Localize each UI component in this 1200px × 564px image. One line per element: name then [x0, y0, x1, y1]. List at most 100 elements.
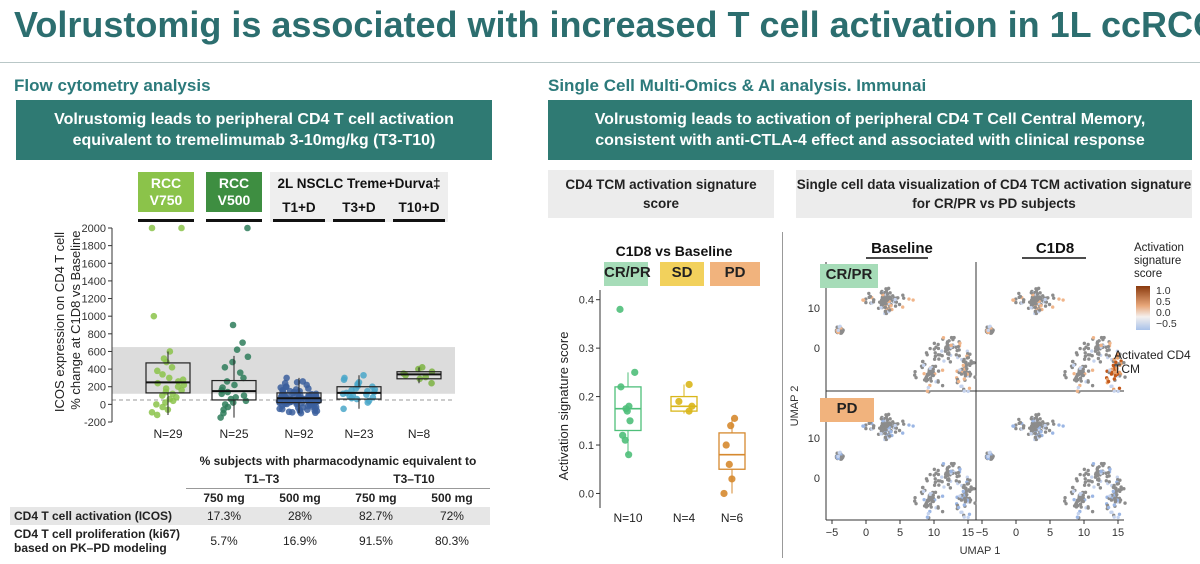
data-point — [159, 371, 166, 378]
umap-cell — [1087, 357, 1091, 361]
umap-cell — [1117, 512, 1122, 516]
umap-cell — [883, 431, 888, 436]
umap-cell — [1115, 482, 1120, 486]
data-point — [728, 475, 736, 483]
pill-crpr: CR/PR — [604, 262, 651, 286]
umap-cell — [936, 369, 941, 373]
umap-cell — [1082, 467, 1087, 472]
umap-cell — [940, 368, 945, 372]
umap-cell — [1108, 368, 1112, 372]
umap-cell — [936, 506, 940, 510]
umap-cell — [1098, 360, 1103, 364]
umap-cell — [1104, 479, 1109, 483]
umap-cell — [926, 511, 931, 516]
umap-cell — [1117, 488, 1121, 492]
umap-cell — [966, 389, 970, 394]
umap-cell — [907, 423, 911, 427]
y-axis-label-line: % change at C1D8 vs Baseline — [68, 231, 83, 414]
umap-cell — [884, 302, 888, 306]
umap-cell — [1039, 430, 1043, 434]
umap-cell — [973, 501, 977, 505]
umap-cell — [1086, 369, 1091, 373]
umap-cell — [940, 349, 944, 353]
umap-cell — [958, 368, 962, 372]
umap-cell — [1034, 413, 1038, 417]
umap-cell — [897, 302, 902, 307]
activation-box-chart: C1D8 vs Baseline 0.0 0.1 0.2 0.3 0.4 Activatio… — [556, 243, 746, 524]
umap-cell — [952, 461, 956, 466]
umap-cell — [1038, 434, 1042, 438]
umap-cell — [1057, 297, 1061, 301]
umap-cell — [932, 357, 937, 361]
umap-cell — [1029, 290, 1034, 295]
umap-cell — [932, 483, 937, 487]
y-tick-label: 0.4 — [579, 295, 594, 307]
x-tick-label: 10 — [928, 527, 940, 539]
umap-cell — [1029, 298, 1034, 302]
umap-cell — [921, 363, 926, 368]
umap-cell — [1074, 376, 1078, 380]
umap-cell — [931, 369, 935, 374]
umap-cell — [942, 485, 946, 489]
data-point — [240, 374, 247, 382]
umap-cell — [861, 424, 866, 428]
umap-cell — [924, 477, 929, 481]
umap-cell — [936, 380, 940, 384]
umap-cell — [925, 389, 930, 393]
umap-cell — [1078, 502, 1083, 506]
umap-cell — [1061, 424, 1065, 428]
umap-cell — [1122, 360, 1126, 365]
umap-cell — [861, 298, 866, 302]
umap-cell — [1034, 287, 1038, 291]
y-tick-label: 0 — [814, 473, 820, 485]
umap-cell — [1115, 349, 1120, 353]
umap-cell — [1122, 486, 1126, 491]
umap-cell — [1076, 511, 1081, 516]
table-dose: 750 mg — [203, 491, 245, 505]
umap-cell — [888, 422, 893, 427]
n-label: N=4 — [673, 511, 696, 524]
umap-cell — [929, 379, 933, 383]
umap-cell — [913, 496, 917, 500]
umap-cell — [1123, 501, 1127, 505]
umap-cell — [1117, 362, 1121, 366]
umap-cell — [936, 468, 940, 473]
umap-cell — [965, 356, 970, 360]
umap-cell — [885, 418, 890, 422]
umap-caption-box: Single cell data visualization of CD4 TC… — [796, 170, 1192, 218]
umap-cell — [920, 359, 925, 364]
umap-cell — [1086, 472, 1091, 477]
umap-cell — [1029, 305, 1033, 310]
umap-cell — [1043, 304, 1048, 308]
umap-cell — [1029, 301, 1033, 305]
umap-cell — [914, 375, 918, 380]
y-tick-label: 1000 — [82, 311, 106, 323]
umap-cell — [879, 305, 883, 310]
data-point — [229, 358, 236, 366]
umap-cell — [1047, 302, 1052, 307]
umap-cell — [957, 480, 962, 484]
nsclc-group-t3d: T3+D — [342, 200, 376, 215]
umap-cell — [1116, 389, 1120, 394]
umap-cell — [1022, 424, 1026, 428]
y-tick-label: 10 — [808, 433, 820, 445]
y-axis-label: Activation signature score — [556, 332, 571, 481]
umap-cell — [1086, 380, 1090, 384]
umap-cell — [936, 353, 940, 357]
umap-cell — [921, 489, 926, 494]
umap-cell — [889, 304, 893, 308]
x-tick-label: 10 — [1078, 527, 1090, 539]
left-section-title: Flow cytometry analysis — [14, 76, 211, 95]
umap-cell — [928, 346, 932, 351]
y-axis-label-line: ICOS expression on CD4 T cell — [52, 232, 67, 412]
umap-cell — [837, 451, 841, 455]
y-tick-label: 10 — [808, 303, 820, 315]
nsclc-group-t10d: T10+D — [398, 200, 440, 215]
umap-cell — [1074, 351, 1079, 355]
umap-cell — [1086, 468, 1090, 473]
data-point — [148, 224, 156, 232]
umap-cell — [893, 297, 897, 302]
umap-cell — [948, 360, 953, 364]
y-tick-label: 1600 — [82, 258, 106, 270]
umap-cell — [888, 434, 892, 438]
